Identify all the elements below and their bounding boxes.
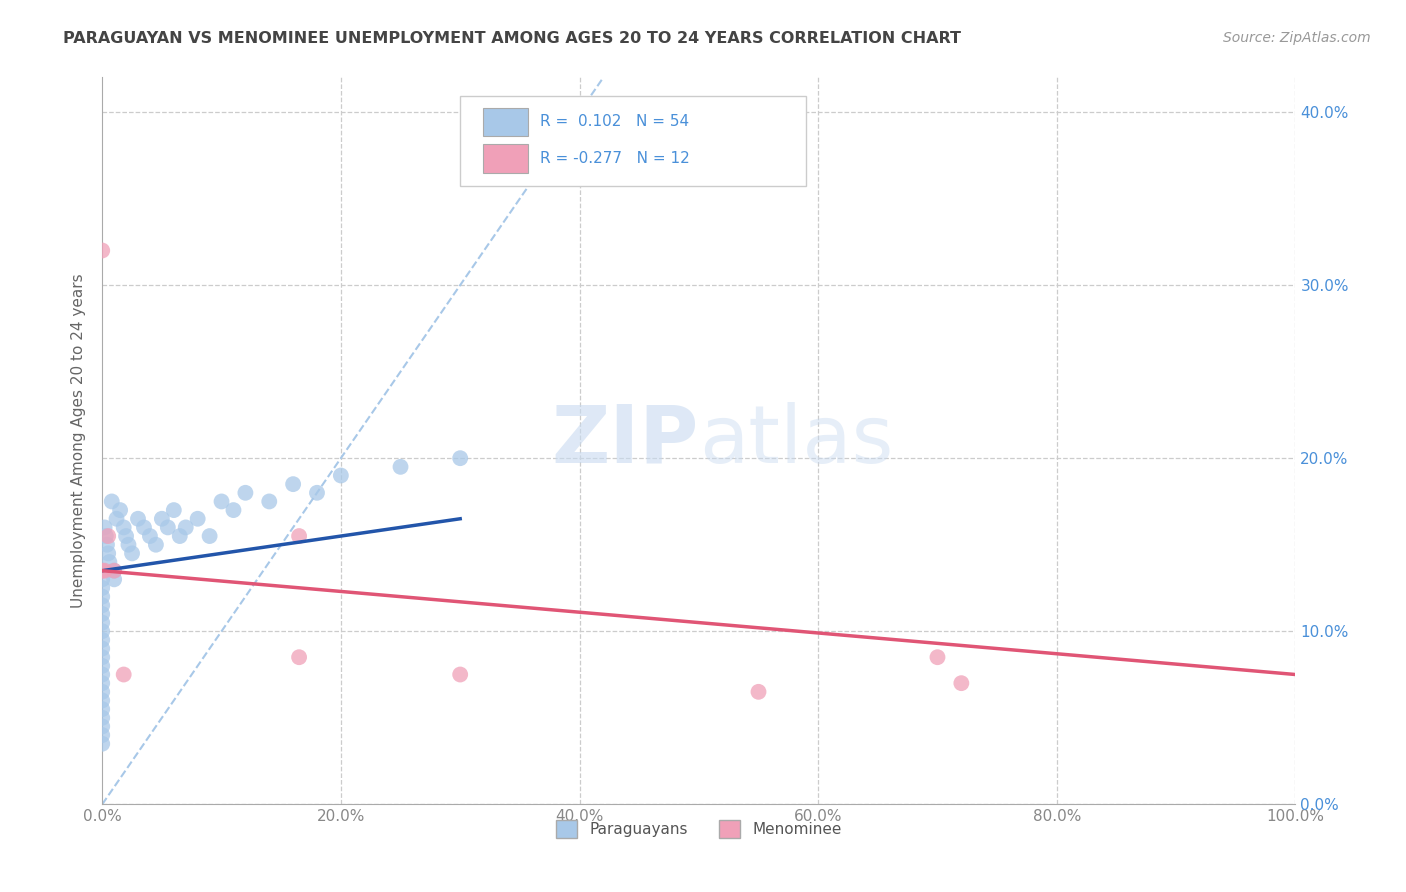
Point [91, 599, 114, 613]
Point [156, 520, 179, 534]
Point [927, 650, 949, 665]
FancyBboxPatch shape [460, 95, 806, 186]
Bar [482, 145, 529, 173]
Point [389, 459, 412, 474]
Bar [482, 108, 529, 136]
Point [91, 728, 114, 742]
Point [127, 512, 149, 526]
Point [163, 503, 186, 517]
Point [91, 244, 114, 258]
Point [121, 546, 143, 560]
Point [97, 529, 120, 543]
Point [91, 711, 114, 725]
Point [91, 685, 114, 699]
Point [100, 494, 122, 508]
Point [94, 529, 117, 543]
Point [222, 503, 245, 517]
Point [91, 719, 114, 733]
Text: R = -0.277   N = 12: R = -0.277 N = 12 [540, 151, 690, 166]
Point [187, 512, 209, 526]
Y-axis label: Unemployment Among Ages 20 to 24 years: Unemployment Among Ages 20 to 24 years [72, 274, 86, 608]
Point [91, 667, 114, 681]
Text: R =  0.102   N = 54: R = 0.102 N = 54 [540, 114, 689, 129]
Point [747, 685, 769, 699]
Point [281, 477, 304, 491]
Point [91, 590, 114, 604]
Point [91, 658, 114, 673]
Point [108, 503, 131, 517]
Point [449, 451, 471, 466]
Point [950, 676, 973, 690]
Point [150, 512, 173, 526]
Text: Source: ZipAtlas.com: Source: ZipAtlas.com [1223, 31, 1371, 45]
Point [112, 667, 135, 681]
Point [132, 520, 155, 534]
Point [91, 607, 114, 621]
Point [91, 632, 114, 647]
Point [288, 529, 311, 543]
Point [139, 529, 162, 543]
Point [198, 529, 221, 543]
Point [91, 641, 114, 656]
Point [117, 538, 139, 552]
Point [91, 650, 114, 665]
Point [449, 667, 471, 681]
Point [145, 538, 167, 552]
Point [98, 555, 121, 569]
Point [91, 737, 114, 751]
Text: atlas: atlas [699, 402, 893, 480]
Point [91, 702, 114, 716]
Point [91, 581, 114, 595]
Point [93, 564, 115, 578]
Point [259, 494, 281, 508]
Point [91, 572, 114, 586]
Point [235, 485, 257, 500]
Point [91, 693, 114, 707]
Point [169, 529, 191, 543]
Text: PARAGUAYAN VS MENOMINEE UNEMPLOYMENT AMONG AGES 20 TO 24 YEARS CORRELATION CHART: PARAGUAYAN VS MENOMINEE UNEMPLOYMENT AMO… [63, 31, 962, 46]
Point [329, 468, 352, 483]
Point [91, 676, 114, 690]
Point [112, 520, 135, 534]
Legend: Paraguayans, Menominee: Paraguayans, Menominee [550, 814, 848, 844]
Point [211, 494, 233, 508]
Point [91, 615, 114, 630]
Point [288, 650, 311, 665]
Point [305, 485, 328, 500]
Point [174, 520, 197, 534]
Text: ZIP: ZIP [551, 402, 699, 480]
Point [96, 538, 118, 552]
Point [115, 529, 138, 543]
Point [105, 512, 128, 526]
Point [97, 546, 120, 560]
Point [103, 572, 125, 586]
Point [91, 564, 114, 578]
Point [103, 564, 125, 578]
Point [93, 520, 115, 534]
Point [103, 564, 125, 578]
Point [91, 624, 114, 639]
